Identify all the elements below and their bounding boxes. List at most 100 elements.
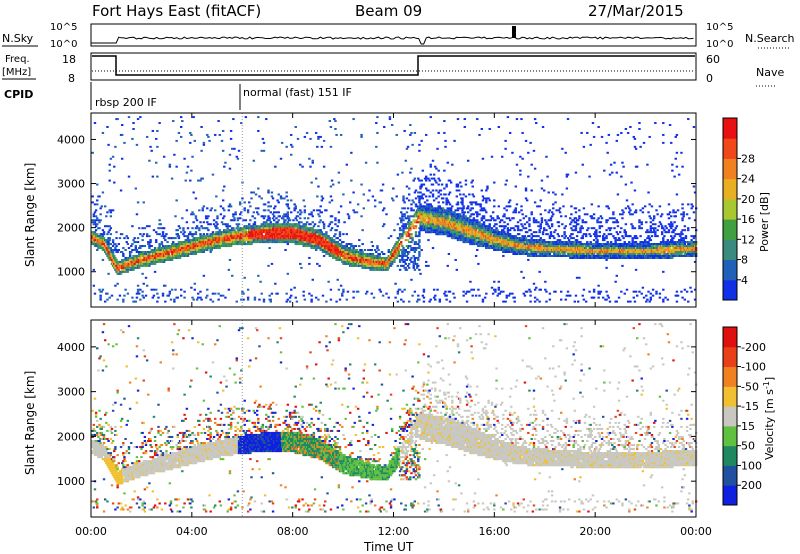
data-cell <box>429 213 432 216</box>
data-cell <box>166 251 169 253</box>
data-cell <box>412 254 415 257</box>
data-cell <box>413 191 417 194</box>
data-cell <box>99 294 102 297</box>
data-cell <box>420 249 423 252</box>
data-cell <box>494 219 497 222</box>
data-cell <box>525 290 529 293</box>
data-cell <box>506 231 510 234</box>
date-title: 27/Mar/2015 <box>588 2 684 20</box>
data-cell <box>420 179 423 182</box>
data-cell <box>92 219 96 222</box>
data-cell <box>504 225 507 228</box>
data-cell <box>240 298 243 301</box>
data-cell <box>124 249 127 252</box>
data-cell <box>407 262 411 265</box>
data-cell <box>320 231 324 234</box>
data-cell <box>277 227 280 230</box>
data-cell <box>330 252 334 255</box>
data-cell <box>126 237 130 240</box>
data-cell <box>425 215 428 218</box>
data-cell <box>234 213 237 216</box>
data-cell <box>270 195 274 198</box>
data-cell <box>265 221 268 224</box>
data-cell <box>373 249 377 252</box>
data-cell <box>164 300 167 303</box>
data-cell <box>412 264 415 267</box>
data-cell <box>314 249 318 252</box>
data-cell <box>442 197 445 200</box>
data-cell <box>236 225 240 228</box>
data-cell <box>444 139 447 142</box>
data-cell <box>519 239 522 242</box>
data-cell <box>409 227 412 230</box>
data-cell <box>398 260 402 263</box>
data-cell <box>236 217 240 220</box>
data-cell <box>403 288 406 291</box>
data-cell <box>190 286 193 289</box>
data-cell <box>138 227 141 230</box>
data-cell <box>293 286 296 289</box>
data-cell <box>410 167 413 170</box>
data-cell <box>474 294 478 297</box>
data-cell <box>99 207 102 210</box>
data-cell <box>297 221 301 224</box>
data-cell <box>115 258 118 261</box>
data-cell <box>92 213 96 216</box>
data-cell <box>381 294 385 297</box>
data-cell <box>478 235 481 238</box>
data-cell <box>243 209 246 212</box>
data-cell <box>252 191 255 194</box>
data-cell <box>150 256 153 259</box>
data-cell <box>512 227 515 230</box>
data-cell <box>418 231 421 234</box>
data-cell <box>266 235 269 238</box>
data-cell <box>270 191 274 194</box>
data-cell <box>128 266 132 269</box>
data-cell <box>448 191 452 194</box>
data-cell <box>186 254 190 257</box>
data-cell <box>404 239 407 242</box>
data-cell <box>118 237 122 240</box>
data-cell <box>303 298 307 301</box>
data-cell <box>380 189 384 192</box>
data-cell <box>380 251 384 253</box>
data-cell <box>350 243 353 246</box>
data-cell <box>337 211 341 214</box>
data-cell <box>250 191 253 194</box>
data-cell <box>191 211 194 214</box>
data-cell <box>437 225 440 228</box>
data-cell <box>261 137 265 140</box>
data-cell <box>94 219 98 222</box>
data-cell <box>400 221 403 224</box>
data-cell <box>371 252 375 255</box>
data-cell <box>231 147 234 150</box>
data-cell <box>531 249 535 252</box>
data-cell <box>387 251 390 253</box>
data-cell <box>402 197 405 200</box>
data-cell <box>209 223 212 226</box>
data-cell <box>107 272 110 275</box>
data-cell <box>446 161 449 164</box>
data-cell <box>402 258 405 261</box>
data-cell <box>402 264 405 267</box>
data-cell <box>342 247 345 250</box>
data-cell <box>257 274 260 277</box>
data-cell <box>219 213 223 216</box>
data-cell <box>446 207 449 210</box>
data-cell <box>446 215 449 218</box>
data-cell <box>350 179 353 182</box>
data-cell <box>269 298 273 301</box>
data-cell <box>174 215 177 218</box>
data-cell <box>183 231 186 234</box>
data-cell <box>476 219 479 222</box>
data-cell <box>158 245 161 248</box>
data-cell <box>527 151 530 154</box>
data-cell <box>135 213 139 216</box>
data-cell <box>417 258 420 261</box>
data-cell <box>136 288 140 291</box>
data-cell <box>206 221 209 224</box>
data-cell <box>429 173 432 176</box>
data-cell <box>271 213 275 216</box>
data-cell <box>369 260 372 263</box>
data-cell <box>223 209 226 212</box>
